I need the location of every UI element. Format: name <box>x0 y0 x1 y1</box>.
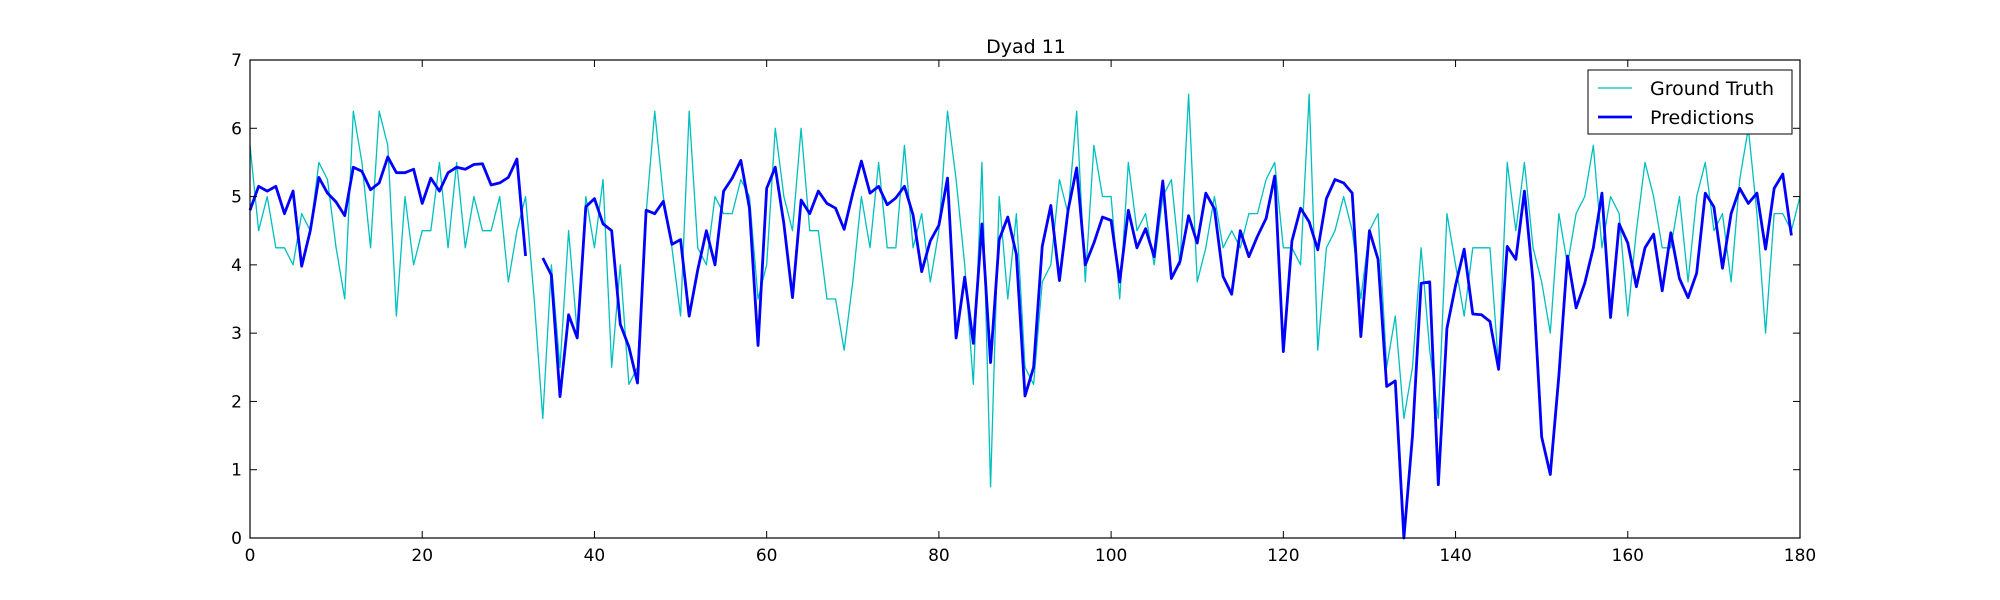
x-tick-label: 100 <box>1095 546 1127 566</box>
x-tick-label: 60 <box>756 546 778 566</box>
x-tick-label: 180 <box>1784 546 1816 566</box>
ticks-layer: 0 20 40 60 80 100 120 140 160 180 0 1 2 3 4 5 6 7 <box>231 51 1816 566</box>
legend-label: Predictions <box>1650 107 1754 129</box>
y-tick-label: 4 <box>231 256 242 276</box>
y-tick-label: 2 <box>231 392 242 412</box>
x-tick-label: 0 <box>245 546 256 566</box>
legend: Ground Truth Predictions <box>1587 69 1793 135</box>
x-tick-label: 80 <box>928 546 950 566</box>
y-tick-label: 3 <box>231 324 242 344</box>
series-line-predictions <box>541 158 1793 540</box>
y-tick-label: 0 <box>231 529 242 549</box>
legend-box <box>1587 69 1793 135</box>
x-tick-label: 120 <box>1267 546 1299 566</box>
legend-label: Ground Truth <box>1650 78 1774 100</box>
series-line-predictions <box>248 155 527 268</box>
x-tick-label: 140 <box>1439 546 1471 566</box>
y-tick-label: 7 <box>231 51 242 71</box>
x-tick-label: 20 <box>411 546 433 566</box>
series-layer <box>248 93 1801 540</box>
plot-frame <box>249 59 1801 539</box>
y-tick-label: 5 <box>231 188 242 208</box>
y-tick-label: 6 <box>231 119 242 139</box>
y-tick-label: 1 <box>231 461 242 481</box>
chart-title: Dyad 11 <box>986 36 1066 58</box>
x-tick-label: 160 <box>1612 546 1644 566</box>
series-line-ground-truth <box>249 93 1801 488</box>
x-tick-label: 40 <box>584 546 606 566</box>
